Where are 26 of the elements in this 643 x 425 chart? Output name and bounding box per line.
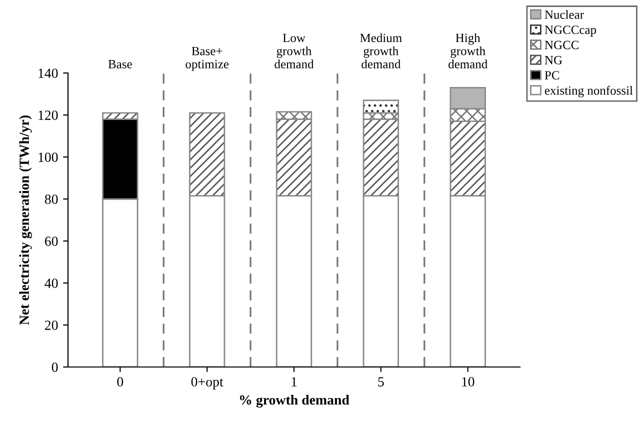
x-tick-label: 1 xyxy=(292,377,297,386)
x-tick-label: 5 xyxy=(378,377,384,386)
legend-label: PC xyxy=(544,71,560,80)
text: Base xyxy=(108,60,132,68)
legend-label: Nuclear xyxy=(544,10,584,19)
x-tick-label: 0+opt xyxy=(191,377,224,390)
y-axis-title: Net electricity generation (TWh/yr) xyxy=(19,116,32,325)
y-tick-label: 80 xyxy=(44,194,58,204)
x-tick-label: 10 xyxy=(462,377,474,386)
x-axis-title: % growth demand xyxy=(240,394,350,408)
legend-label: NGCC xyxy=(544,40,578,50)
y-tick-label: 0 xyxy=(52,362,58,372)
y-tick-label: 20 xyxy=(45,320,58,330)
y-tick-label: 100 xyxy=(38,152,58,162)
text: Medium growth demand xyxy=(360,33,402,68)
text: High growth demand xyxy=(448,33,488,68)
x-tick-label: 0 xyxy=(117,377,124,386)
y-tick-label: 40 xyxy=(44,278,58,288)
legend-label: NGCCcap xyxy=(544,26,596,37)
y-tick-label: 60 xyxy=(44,236,58,246)
y-tick-label: 120 xyxy=(38,110,58,120)
y-tick-label: 140 xyxy=(38,68,58,78)
legend-label: existing nonfossil xyxy=(544,86,633,98)
legend-label: NG xyxy=(544,56,562,64)
text: Low growth demand xyxy=(274,34,314,68)
text: Base+ optimize xyxy=(186,46,229,71)
